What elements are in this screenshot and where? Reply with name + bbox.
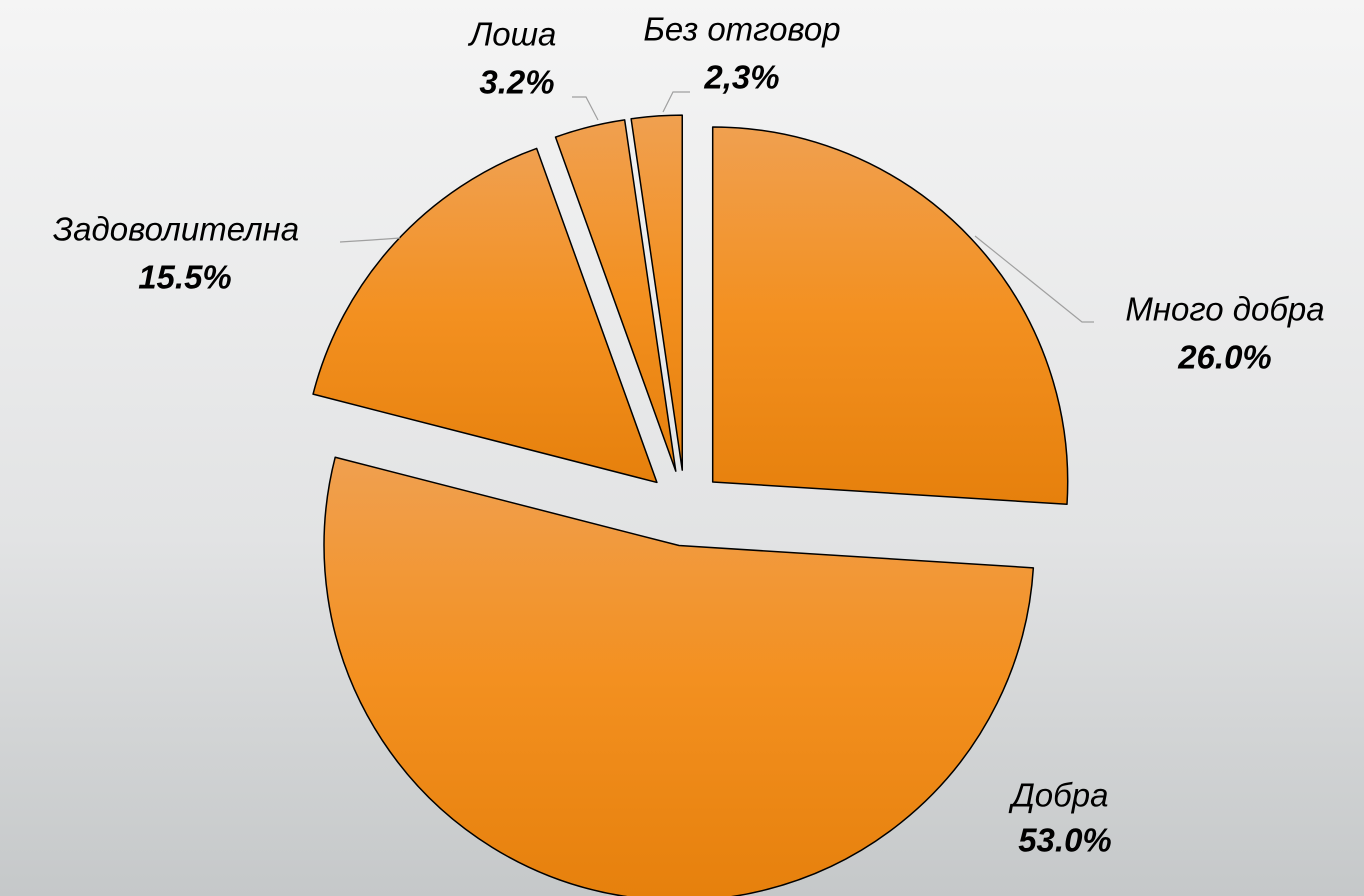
pie-slice	[630, 114, 684, 471]
leader-line	[339, 237, 401, 243]
leader-line	[572, 96, 599, 121]
value-label: 3.2%	[479, 64, 554, 101]
value-label: 26.0%	[1177, 339, 1272, 376]
category-label: Задоволителна	[53, 211, 299, 248]
leader-line	[662, 91, 690, 113]
category-label: Без отговор	[643, 11, 840, 48]
category-label: Много добра	[1125, 291, 1324, 328]
pie-slice	[312, 147, 658, 484]
pie	[312, 114, 1069, 896]
category-label: Лоша	[468, 16, 557, 53]
value-label: 53.0%	[1018, 822, 1112, 859]
pie-slice	[554, 119, 677, 472]
leader-line	[974, 235, 1094, 323]
leader-lines	[339, 91, 1094, 323]
category-label: Добра	[1008, 777, 1109, 814]
pie-slice	[323, 456, 1035, 896]
pie-slice	[711, 126, 1069, 506]
value-label: 2,3%	[703, 59, 779, 96]
value-label: 15.5%	[138, 259, 232, 296]
